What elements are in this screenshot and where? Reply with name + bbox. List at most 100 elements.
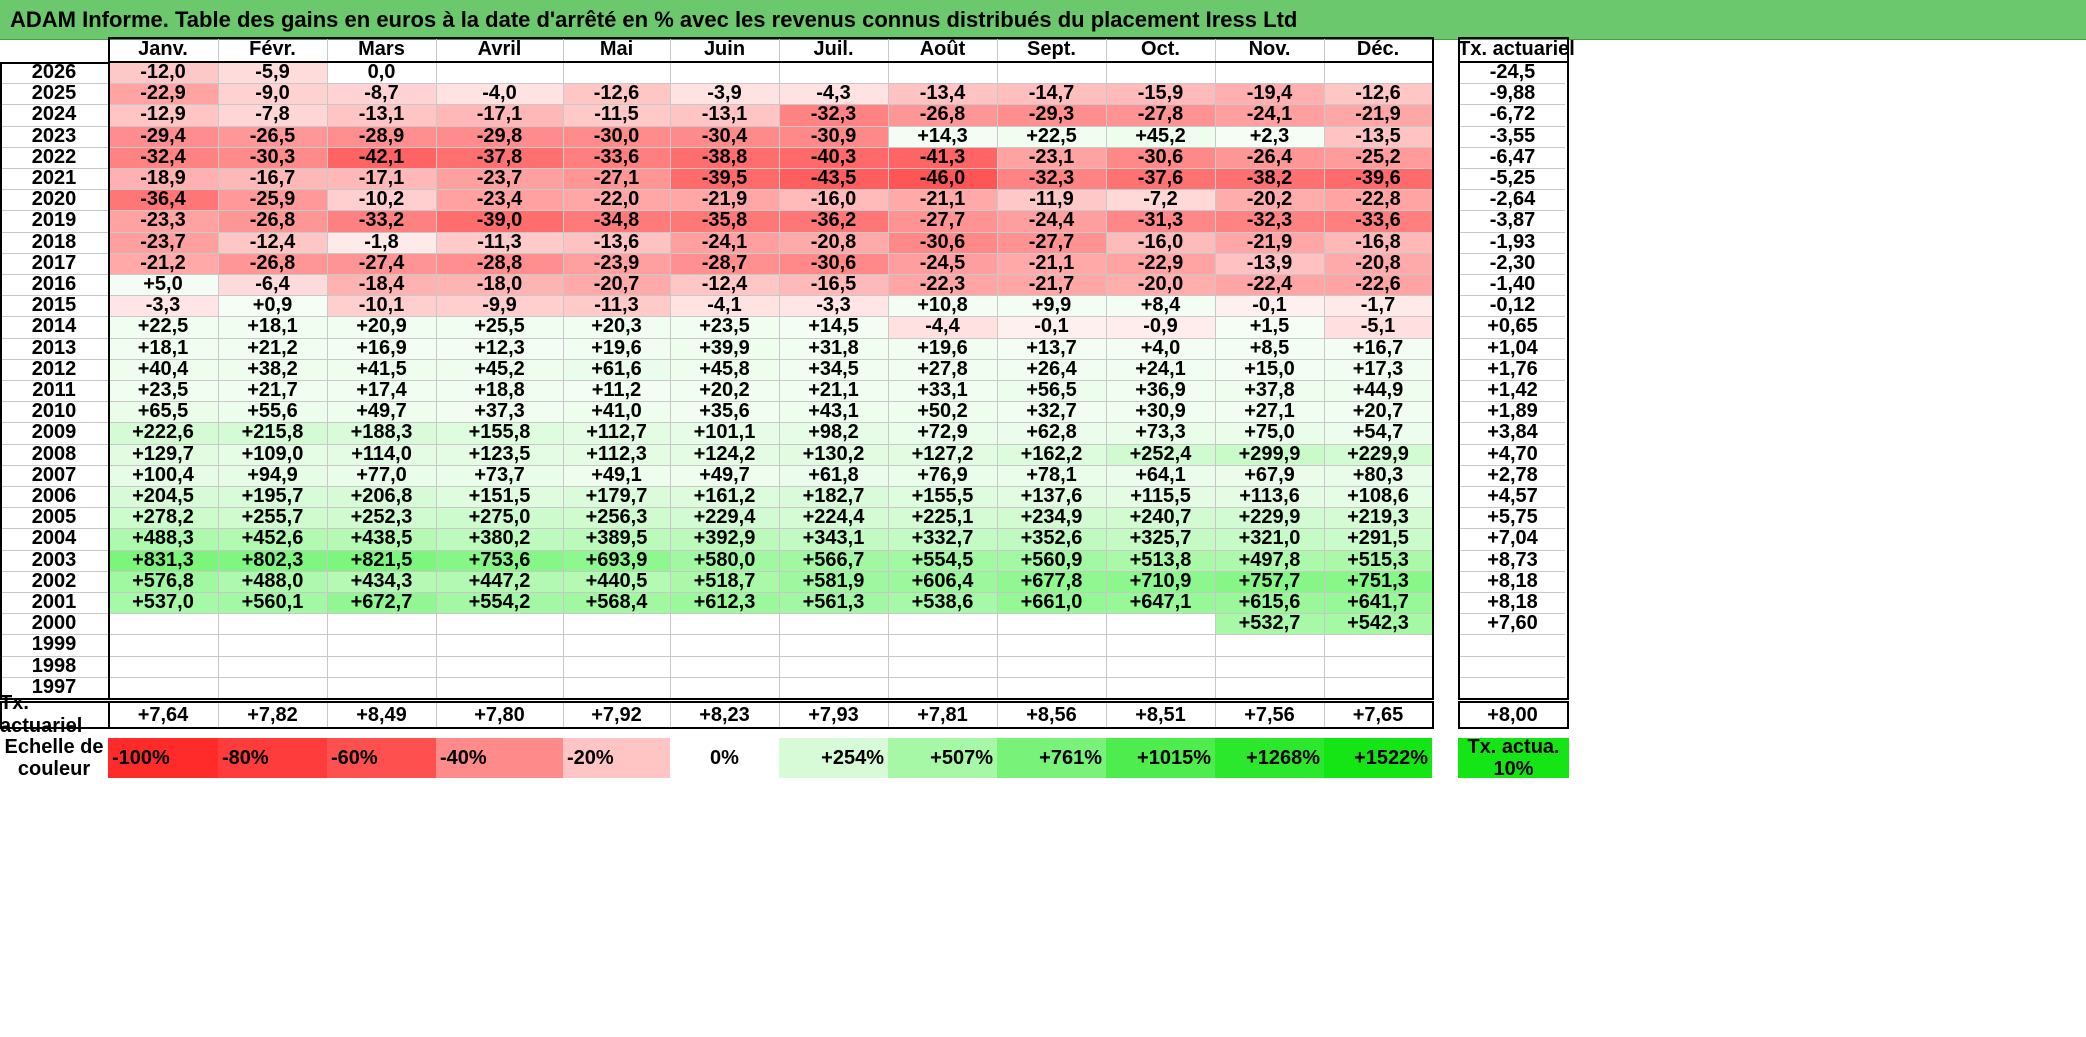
table-cell: +64,1 bbox=[1106, 464, 1215, 486]
table-cell: +4,0 bbox=[1106, 337, 1215, 359]
row-gridline bbox=[1460, 401, 1565, 403]
row-gridline bbox=[1460, 83, 1565, 85]
actuarial-cell: +2,78 bbox=[1487, 463, 1538, 486]
table-cell: -18,4 bbox=[327, 273, 436, 296]
table-cell: +8,5 bbox=[1215, 337, 1324, 359]
summary-cell: +8,23 bbox=[699, 703, 750, 726]
actuarial-cell: +3,84 bbox=[1487, 421, 1538, 444]
table-cell: -5,1 bbox=[1324, 315, 1432, 338]
row-gridline bbox=[1460, 549, 1565, 551]
table-cell: -32,4 bbox=[108, 146, 218, 168]
table-cell: -27,8 bbox=[1106, 103, 1215, 126]
table-cell: -23,9 bbox=[563, 252, 670, 274]
table-cell: +515,3 bbox=[1324, 549, 1432, 571]
table-cell: -5,9 bbox=[218, 61, 327, 84]
table-cell: +73,7 bbox=[436, 464, 563, 486]
summary-cell: +8,49 bbox=[356, 703, 407, 726]
table-cell: +291,5 bbox=[1324, 527, 1432, 550]
table-cell bbox=[1106, 613, 1215, 635]
table-cell: +44,9 bbox=[1324, 379, 1432, 402]
table-cell bbox=[1324, 676, 1432, 698]
table-cell: -18,0 bbox=[436, 273, 563, 296]
year-label: 2016 bbox=[31, 273, 77, 296]
legend-swatch: +1268% bbox=[1215, 738, 1324, 778]
table-cell: +12,3 bbox=[436, 337, 563, 359]
table-cell: +380,2 bbox=[436, 527, 563, 550]
table-cell bbox=[779, 613, 888, 635]
table-cell: +123,5 bbox=[436, 443, 563, 465]
year-label: 2006 bbox=[31, 485, 77, 508]
table-cell bbox=[779, 655, 888, 677]
row-gridline bbox=[0, 380, 1432, 381]
table-cell: +615,6 bbox=[1215, 591, 1324, 614]
table-cell: +554,5 bbox=[888, 549, 997, 571]
row-gridline bbox=[0, 274, 1432, 275]
table-cell: +204,5 bbox=[108, 485, 218, 508]
table-cell: +561,3 bbox=[779, 591, 888, 614]
table-cell: -16,7 bbox=[218, 167, 327, 190]
row-gridline bbox=[0, 422, 1432, 424]
year-label: 2014 bbox=[31, 315, 77, 338]
row-gridline bbox=[1460, 316, 1565, 318]
table-cell: +54,7 bbox=[1324, 421, 1432, 444]
row-gridline bbox=[0, 592, 1432, 593]
summary-actuarial: +8,00 bbox=[1487, 703, 1538, 726]
actuarial-cell: -2,64 bbox=[1489, 188, 1536, 211]
table-cell: +229,4 bbox=[670, 506, 779, 529]
row-gridline bbox=[1460, 358, 1565, 360]
table-cell: +438,5 bbox=[327, 527, 436, 550]
summary-cell: +8,51 bbox=[1135, 703, 1186, 726]
table-cell: -30,3 bbox=[218, 146, 327, 168]
table-cell: +19,6 bbox=[563, 337, 670, 359]
table-cell: -30,6 bbox=[779, 252, 888, 274]
table-cell: -33,2 bbox=[327, 209, 436, 232]
table-cell: +23,5 bbox=[670, 315, 779, 338]
year-label: 2015 bbox=[31, 294, 77, 317]
actuarial-cell bbox=[1460, 634, 1565, 655]
table-cell: +32,7 bbox=[997, 400, 1106, 423]
table-cell: +566,7 bbox=[779, 549, 888, 571]
legend-swatch: -40% bbox=[436, 738, 563, 778]
table-cell: -26,4 bbox=[1215, 146, 1324, 168]
legend-swatch: +254% bbox=[779, 738, 888, 778]
actuarial-cell: +1,04 bbox=[1487, 336, 1538, 359]
table-cell: -21,1 bbox=[997, 252, 1106, 274]
table-cell: +18,8 bbox=[436, 379, 563, 402]
actuarial-cell: +8,18 bbox=[1487, 591, 1538, 614]
year-label: 2007 bbox=[31, 463, 77, 486]
col-gridline bbox=[997, 37, 998, 698]
table-cell bbox=[108, 655, 218, 677]
table-cell bbox=[779, 634, 888, 656]
table-cell: +513,8 bbox=[1106, 549, 1215, 571]
summary-cell: +7,93 bbox=[808, 703, 859, 726]
table-cell: -12,9 bbox=[108, 103, 218, 126]
table-cell: -4,4 bbox=[888, 315, 997, 338]
table-cell: +538,6 bbox=[888, 591, 997, 614]
table-cell: -17,1 bbox=[436, 103, 563, 126]
summary-gridline bbox=[1106, 703, 1107, 727]
actuarial-cell bbox=[1460, 677, 1565, 698]
table-cell: -31,3 bbox=[1106, 209, 1215, 232]
table-cell: +21,7 bbox=[218, 379, 327, 402]
year-label: 2008 bbox=[31, 442, 77, 465]
table-cell: -20,2 bbox=[1215, 188, 1324, 211]
table-cell: -14,7 bbox=[997, 82, 1106, 105]
table-cell bbox=[888, 634, 997, 656]
table-cell: +672,7 bbox=[327, 591, 436, 614]
table-cell: +434,3 bbox=[327, 570, 436, 592]
table-cell: -12,6 bbox=[563, 82, 670, 105]
row-gridline bbox=[0, 83, 1432, 85]
table-cell: +41,5 bbox=[327, 358, 436, 380]
table-cell: -32,3 bbox=[997, 167, 1106, 190]
row-gridline bbox=[0, 634, 1432, 636]
table-cell: -24,4 bbox=[997, 209, 1106, 232]
table-cell: +321,0 bbox=[1215, 527, 1324, 550]
summary-gridline bbox=[779, 703, 780, 727]
table-cell bbox=[436, 634, 563, 656]
table-cell: -22,9 bbox=[108, 82, 218, 105]
row-gridline bbox=[0, 210, 1432, 212]
table-cell: +49,1 bbox=[563, 464, 670, 486]
row-gridline bbox=[1460, 464, 1565, 466]
table-cell: +661,0 bbox=[997, 591, 1106, 614]
summary-cell: +7,92 bbox=[591, 703, 642, 726]
